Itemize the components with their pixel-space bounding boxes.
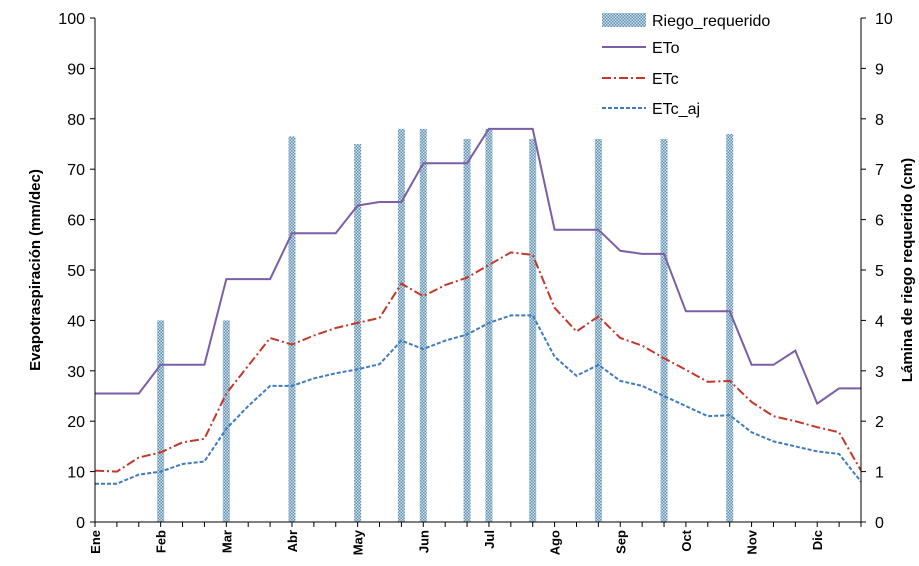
riego-bar [354,144,362,522]
x-tick-label: Nov [745,529,760,554]
right-tick-label: 6 [875,213,884,230]
right-tick-label: 0 [875,515,884,532]
riego-bar [397,128,405,522]
left-tick-label: 30 [67,364,85,381]
right-tick-label: 4 [875,313,884,330]
x-tick-label: Ene [88,530,103,554]
x-tick-label: Jul [482,530,497,549]
riego-bar [419,128,427,522]
left-tick-label: 60 [67,213,85,230]
left-tick-label: 80 [67,112,85,129]
x-tick-label: Sep [613,530,628,554]
riego-bar [726,133,734,523]
left-tick-label: 10 [67,465,85,482]
riego-bar [485,128,493,522]
right-tick-label: 3 [875,364,884,381]
left-tick-label: 100 [58,11,85,28]
left-tick-label: 70 [67,162,85,179]
right-tick-label: 7 [875,162,884,179]
x-tick-label: Ago [548,530,563,555]
series-line-etc [94,251,862,473]
right-tick-label: 2 [875,414,884,431]
riego-bars [157,128,734,523]
x-tick-label: Feb [154,530,169,553]
series-line-etc-aj [95,314,862,485]
legend-label-riego: Riego_requerido [652,13,770,30]
riego-bar [660,138,668,522]
right-tick-label: 1 [875,465,884,482]
right-tick-labels: 0 1 2 3 4 5 6 7 8 9 10 [875,11,893,532]
riego-bar [463,138,471,522]
right-tick-label: 9 [875,61,884,78]
series-lines [94,127,862,485]
right-tick-label: 5 [875,263,884,280]
right-tick-label: 8 [875,112,884,129]
x-tick-labels: Ene Feb Mar Abr May Jun Jul Ago Sep Oct Nov Dic [88,529,825,555]
legend-label-eto: ETo [652,40,680,57]
left-tick-label: 40 [67,313,85,330]
x-tick-label: May [351,529,366,555]
left-axis-title: Evapotraspiración (mm/dec) [27,169,44,371]
riego-bar [288,136,296,522]
series-line-eto [95,127,861,406]
legend: Riego_requerido ETo ETc ETc_aj [602,13,770,118]
x-tick-label: Jun [416,530,431,553]
left-tick-label: 0 [76,515,85,532]
riego-bar [594,138,602,522]
x-tick-label: Mar [219,530,234,553]
legend-label-etc: ETc [652,71,679,88]
left-tick-label: 20 [67,414,85,431]
legend-swatch-riego [602,13,646,27]
x-tick-label: Abr [285,530,300,552]
x-tick-label: Oct [679,529,694,551]
riego-bar [529,138,537,522]
x-tick-label: Dic [810,530,825,550]
left-tick-label: 90 [67,61,85,78]
left-tick-labels: 0 10 20 30 40 50 60 70 80 90 100 [58,11,85,532]
right-tick-label: 10 [875,11,893,28]
left-tick-label: 50 [67,263,85,280]
right-axis-title: Lámina de riego requerido (cm) [899,158,916,382]
axes [90,17,866,527]
riego-bar [222,320,230,522]
riego-bar [157,320,165,522]
legend-label-etc-aj: ETc_aj [652,101,700,118]
